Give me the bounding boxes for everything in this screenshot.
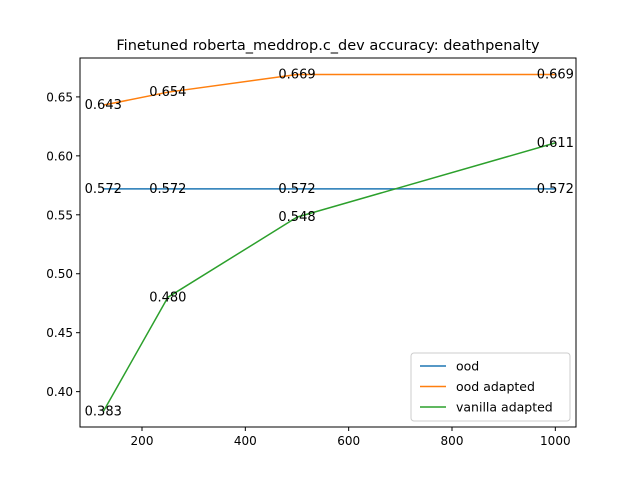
axes-frame (79, 57, 577, 428)
data-label: 0.643 (85, 98, 122, 113)
data-label: 0.548 (278, 210, 315, 225)
y-tick-label: 0.60 (46, 149, 73, 163)
data-label: 0.654 (149, 85, 186, 100)
data-label: 0.572 (85, 182, 122, 197)
legend-label: ood adapted (456, 379, 535, 394)
series-line-vanilla-adapted (102, 142, 556, 413)
data-label: 0.669 (537, 68, 574, 83)
x-tick-label: 600 (337, 434, 360, 448)
y-tick-label: 0.50 (46, 267, 73, 281)
y-tick-label: 0.65 (46, 90, 73, 104)
data-label: 0.669 (278, 68, 315, 83)
data-label-layer: 0.572 0.572 0.572 0.572 0.643 0.654 0.669 0.669… (85, 68, 574, 420)
data-label: 0.572 (149, 182, 186, 197)
y-tick-label: 0.45 (46, 326, 73, 340)
data-label: 0.383 (85, 405, 122, 420)
x-axis: 200 400 600 800 1000 (131, 427, 571, 448)
data-label: 0.572 (278, 182, 315, 197)
x-tick-label: 1000 (540, 434, 571, 448)
data-label: 0.611 (537, 136, 574, 151)
data-label: 0.480 (149, 290, 186, 305)
y-tick-label: 0.40 (46, 385, 73, 399)
data-label: 0.572 (537, 182, 574, 197)
x-tick-label: 800 (441, 434, 464, 448)
chart-title: Finetuned roberta_meddrop.c_dev accuracy… (116, 38, 540, 54)
legend: ood ood adapted vanilla adapted (410, 352, 571, 422)
y-axis: 0.40 0.45 0.50 0.55 0.60 0.65 (46, 90, 80, 399)
plot-area: 0.572 0.572 0.572 0.572 0.643 0.654 0.669 0.669… (85, 68, 574, 420)
legend-label: vanilla adapted (456, 400, 553, 415)
series-layer (102, 73, 556, 413)
series-line-ood-adapted (103, 73, 556, 106)
legend-label: ood (456, 359, 479, 374)
x-tick-label: 200 (131, 434, 154, 448)
legend-box (410, 352, 571, 422)
x-tick-label: 400 (234, 434, 257, 448)
y-tick-label: 0.55 (46, 208, 73, 222)
